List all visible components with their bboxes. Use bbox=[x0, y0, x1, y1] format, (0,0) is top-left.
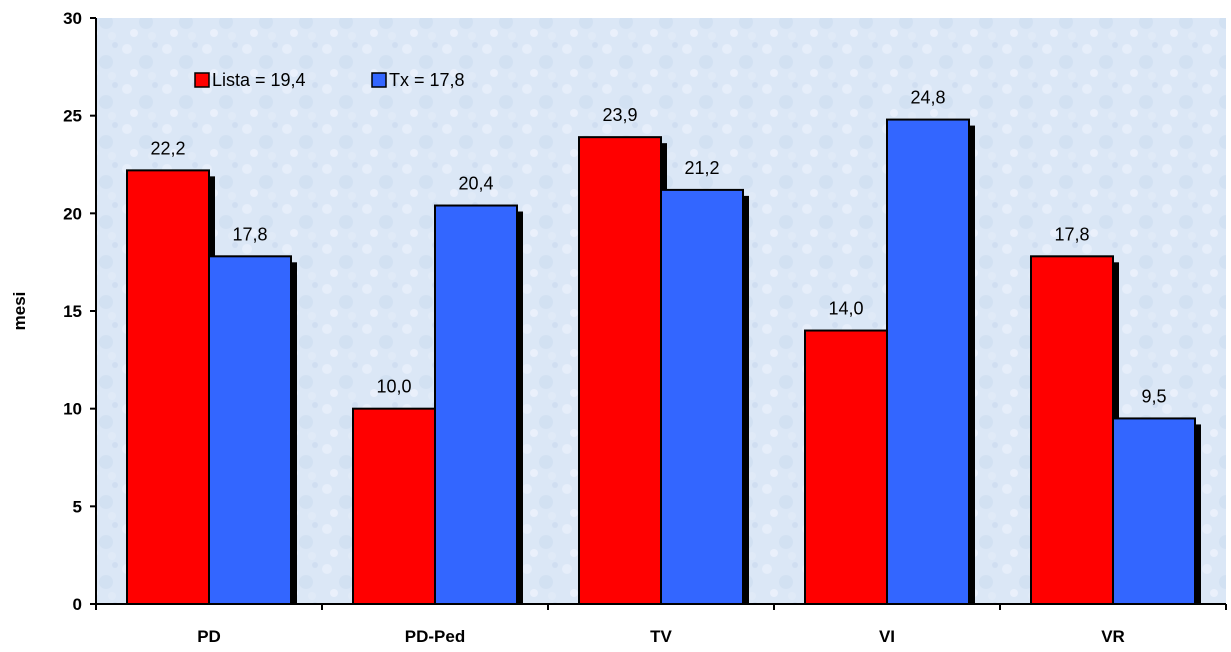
y-tick-label: 10 bbox=[63, 400, 82, 419]
x-category-label: PD-Ped bbox=[405, 627, 465, 646]
legend-label: Lista = 19,4 bbox=[212, 70, 306, 90]
legend-swatch bbox=[194, 72, 210, 88]
y-tick-label: 25 bbox=[63, 107, 82, 126]
data-label: 22,2 bbox=[150, 138, 185, 158]
bar bbox=[1112, 417, 1196, 605]
data-label: 14,0 bbox=[828, 299, 863, 319]
bar bbox=[352, 407, 436, 605]
data-label: 10,0 bbox=[376, 377, 411, 397]
y-axis-label: mesi bbox=[10, 292, 29, 331]
data-label: 21,2 bbox=[684, 158, 719, 178]
bar bbox=[208, 255, 292, 605]
x-category-label: VR bbox=[1101, 627, 1125, 646]
data-label: 20,4 bbox=[458, 174, 493, 194]
x-category-label: TV bbox=[650, 627, 672, 646]
data-label: 9,5 bbox=[1141, 386, 1166, 406]
y-tick-label: 20 bbox=[63, 204, 82, 223]
legend-label: Tx = 17,8 bbox=[389, 70, 465, 90]
y-tick-label: 15 bbox=[63, 302, 82, 321]
x-category-label: PD bbox=[197, 627, 221, 646]
data-label: 24,8 bbox=[910, 88, 945, 108]
bar bbox=[578, 136, 662, 606]
bar bbox=[804, 329, 888, 605]
bar bbox=[886, 118, 970, 605]
y-tick-label: 0 bbox=[73, 595, 82, 614]
legend: Lista = 19,4 Tx = 17,8 bbox=[194, 70, 465, 90]
y-tick-label: 30 bbox=[63, 9, 82, 28]
bar bbox=[660, 188, 744, 605]
data-label: 17,8 bbox=[232, 224, 267, 244]
data-label: 17,8 bbox=[1054, 224, 1089, 244]
data-label: 23,9 bbox=[602, 105, 637, 125]
y-tick-label: 5 bbox=[73, 497, 82, 516]
x-category-label: VI bbox=[879, 627, 895, 646]
legend-swatch bbox=[371, 72, 387, 88]
bar bbox=[434, 204, 518, 606]
bar bbox=[1030, 255, 1114, 605]
bar bbox=[126, 169, 210, 606]
